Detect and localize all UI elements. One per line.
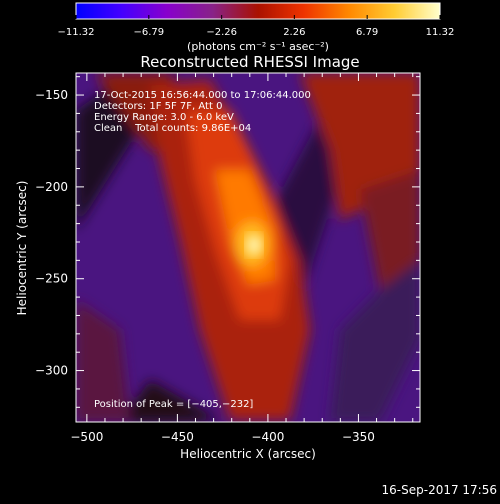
- x-axis-ticks: −500 −450 −400 −350: [70, 73, 414, 444]
- annotation-clean: Clean Total counts: 9.86E+04: [94, 123, 251, 134]
- colorbar-tick-label: −11.32: [57, 27, 94, 38]
- y-axis-label: Heliocentric Y (arcsec): [15, 181, 29, 316]
- x-axis-label: Heliocentric X (arcsec): [180, 447, 316, 461]
- colorbar-tick-label: 11.32: [426, 27, 455, 38]
- y-tick-label: −200: [35, 180, 68, 194]
- annotations: 17-Oct-2015 16:56:44.000 to 17:06:44.000…: [94, 90, 311, 410]
- x-tick-label: −400: [251, 430, 284, 444]
- annotation-detectors: Detectors: 1F 5F 7F, Att 0: [94, 101, 222, 112]
- colorbar-tick-label: 2.26: [283, 27, 305, 38]
- heatmap-image: [76, 73, 420, 422]
- colorbar-tick-label: −6.79: [134, 27, 165, 38]
- x-tick-label: −500: [70, 430, 103, 444]
- footer-timestamp: 16-Sep-2017 17:56: [382, 483, 497, 497]
- annotation-time-range: 17-Oct-2015 16:56:44.000 to 17:06:44.000: [94, 90, 311, 101]
- plot-frame: [75, 72, 421, 423]
- x-tick-label: −450: [161, 430, 194, 444]
- y-axis-ticks: −150 −200 −250 −300: [35, 76, 420, 408]
- colorbar-tick-label: −2.26: [206, 27, 237, 38]
- chart-title: Reconstructed RHESSI Image: [140, 53, 359, 71]
- colorbar-tick-label: 6.79: [356, 27, 378, 38]
- x-tick-label: −350: [342, 430, 375, 444]
- annotation-peak-position: Position of Peak = [−405,−232]: [94, 399, 253, 410]
- annotation-energy: Energy Range: 3.0 - 6.0 keV: [94, 112, 234, 123]
- colorbar-ticks: −11.32 −6.79 −2.26 2.26 6.79 11.32: [57, 15, 454, 38]
- colorbar-bar: [75, 2, 441, 20]
- peak-hotspot: [247, 235, 261, 255]
- colorbar-unit-label: (photons cm⁻² s⁻¹ asec⁻²): [187, 40, 329, 53]
- colorbar: −11.32 −6.79 −2.26 2.26 6.79 11.32 (photons c…: [57, 2, 454, 53]
- y-tick-label: −250: [35, 272, 68, 286]
- y-tick-label: −150: [35, 88, 68, 102]
- y-tick-label: −300: [35, 364, 68, 378]
